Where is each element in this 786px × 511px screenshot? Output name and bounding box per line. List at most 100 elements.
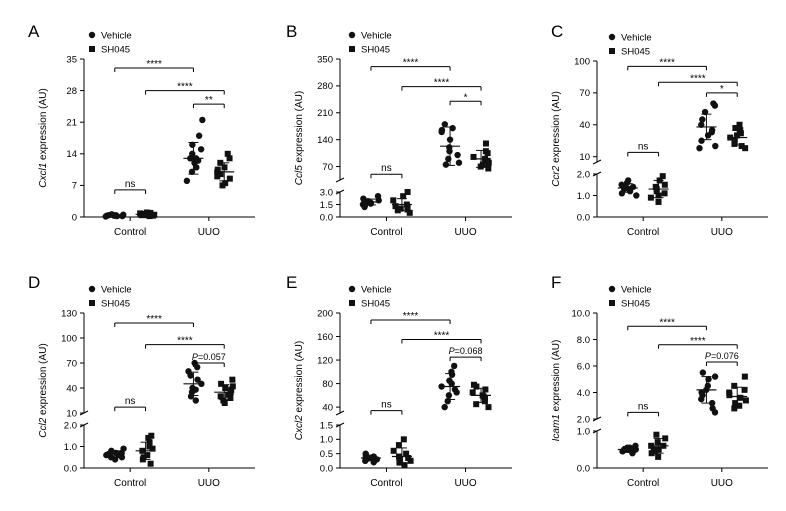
y-axis-label: Icam1 expression (AU) xyxy=(551,340,562,442)
data-point xyxy=(226,175,233,182)
y-tick-label: 1.0 xyxy=(577,426,590,437)
significance-bracket: **** xyxy=(401,330,482,344)
y-tick-label: 7 xyxy=(72,181,77,192)
y-tick-label: 1.5 xyxy=(320,200,333,211)
data-point xyxy=(482,386,489,393)
y-tick-label: 0.5 xyxy=(320,449,333,460)
data-point xyxy=(659,173,666,180)
data-point xyxy=(711,373,719,380)
group-control-sh045 xyxy=(647,173,669,205)
data-point xyxy=(712,142,719,150)
data-point xyxy=(189,141,196,148)
data-point xyxy=(404,206,411,213)
data-point xyxy=(618,190,626,197)
data-point xyxy=(699,116,706,123)
y-tick-label: 0.0 xyxy=(577,212,590,223)
chart-panel-a: A Vehicle SH045 0 7 14 21 28 35 Control UUO Cxcl1 e… xyxy=(28,22,255,238)
data-point xyxy=(217,393,224,400)
significance-bracket: ** xyxy=(192,95,225,109)
p-value: =0.076 xyxy=(711,351,739,361)
data-point xyxy=(741,373,748,380)
y-tick-label: 28 xyxy=(66,86,77,97)
data-point xyxy=(221,400,228,406)
data-point xyxy=(661,190,668,197)
y-tick-label: 2.0 xyxy=(577,414,590,425)
significance-label: P=0.076 xyxy=(705,351,739,361)
p-value: =0.068 xyxy=(455,346,483,356)
y-tick-label: 70 xyxy=(322,162,333,173)
legend-label-vehicle: Vehicle xyxy=(621,285,652,296)
data-point xyxy=(229,383,236,390)
data-point xyxy=(400,193,407,200)
group-uuo-vehicle xyxy=(183,116,206,185)
y-axis-label: Ccl5 expression (AU) xyxy=(294,91,305,185)
data-point xyxy=(120,211,127,218)
legend-marker-vehicle xyxy=(88,285,96,293)
data-point xyxy=(147,460,154,467)
panel-letter: F xyxy=(551,273,561,292)
axis-break-mark xyxy=(592,159,602,165)
axes: 0.0 1.0 2.0 10 40 70 100 Control UUO xyxy=(574,56,768,238)
legend: Vehicle SH045 xyxy=(348,285,392,310)
data-point xyxy=(222,385,229,391)
data-point xyxy=(624,177,632,184)
data-point xyxy=(442,161,450,168)
legend-label-vehicle: Vehicle xyxy=(361,31,392,42)
data-point xyxy=(441,403,448,411)
y-tick-label: 280 xyxy=(317,81,333,92)
data-point xyxy=(731,382,738,389)
group-control-sh045 xyxy=(390,436,414,469)
data-point xyxy=(701,108,709,116)
data-point xyxy=(144,452,151,459)
y-tick-label: 200 xyxy=(317,308,333,319)
significance-label: ** xyxy=(205,95,213,106)
legend-marker-sh045 xyxy=(89,300,95,306)
significance-label: **** xyxy=(434,78,450,89)
group-control-sh045 xyxy=(390,189,413,216)
significance-bracket: ns xyxy=(627,141,660,157)
data-point xyxy=(400,436,407,443)
data-point xyxy=(226,155,233,162)
significance-label: P=0.068 xyxy=(449,346,483,356)
group-control-sh045 xyxy=(135,209,158,220)
data-point xyxy=(485,404,492,411)
y-tick-label: 140 xyxy=(317,135,333,146)
y-axis-label-suffix: expression (AU) xyxy=(294,341,305,415)
p-symbol: P xyxy=(449,346,455,356)
group-uuo-vehicle xyxy=(696,100,719,152)
significance-bracket: P=0.068 xyxy=(449,346,483,362)
y-axis-label-gene: Cxcl1 xyxy=(38,163,49,188)
data-point xyxy=(183,177,191,185)
significance-label: **** xyxy=(434,330,450,341)
significance-label: ns xyxy=(381,400,392,411)
data-point xyxy=(214,173,221,180)
y-axis-label: Ccl2 expression (AU) xyxy=(38,343,49,437)
legend-marker-vehicle xyxy=(348,31,356,39)
significance-label: **** xyxy=(659,317,675,328)
y-tick-label: 0.0 xyxy=(320,463,333,474)
legend-label-vehicle: Vehicle xyxy=(101,31,132,42)
y-tick-label: 14 xyxy=(66,149,77,160)
legend-label-sh045: SH045 xyxy=(361,299,390,310)
data-point xyxy=(362,450,369,457)
significance-bracket: **** xyxy=(370,58,451,71)
data-point xyxy=(655,198,662,205)
y-tick-label: 160 xyxy=(317,332,333,343)
data-point xyxy=(651,448,658,455)
significance-label: ns xyxy=(125,396,136,407)
legend-label-sh045: SH045 xyxy=(101,45,130,56)
legend-label-vehicle: Vehicle xyxy=(101,285,132,296)
significance-bracket: **** xyxy=(145,336,225,349)
y-axis-label-gene: Cxcl2 xyxy=(294,415,305,440)
legend-label-sh045: SH045 xyxy=(621,299,650,310)
y-tick-label: 1.0 xyxy=(64,442,77,453)
data-point xyxy=(696,144,703,152)
significance-bracket: ns xyxy=(370,400,403,415)
significance-bracket: **** xyxy=(370,311,451,325)
significance-label: P=0.057 xyxy=(192,352,226,362)
y-axis-label: Cxcl2 expression (AU) xyxy=(294,341,305,440)
data-point xyxy=(197,146,205,153)
data-point xyxy=(698,137,705,144)
data-point xyxy=(229,376,236,383)
data-point xyxy=(217,171,224,178)
